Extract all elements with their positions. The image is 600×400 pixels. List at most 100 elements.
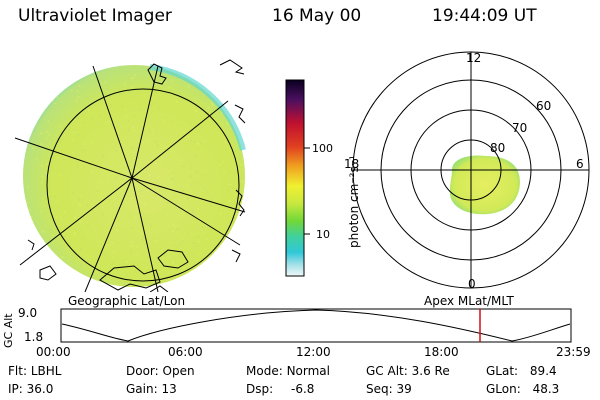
speckle-pixel [155,77,158,80]
speckle-pixel [228,185,231,188]
speckle-pixel [155,239,158,242]
time-label: 19:44:09 UT [432,6,537,26]
speckle-pixel [31,278,34,280]
glat-value: 89.4 [529,364,557,378]
speckle-pixel [173,226,176,228]
speckle-pixel [205,238,208,241]
speckle-pixel [228,183,231,186]
speckle-pixel [50,65,53,67]
speckle-pixel [60,217,63,219]
speckle-pixel [243,258,245,261]
speckle-pixel [194,110,197,112]
speckle-pixel [23,157,24,160]
gain-value: 13 [161,382,177,396]
speckle-pixel [28,209,31,211]
speckle-pixel [196,214,199,217]
door-label: Door: [126,364,159,378]
speckle-pixel [201,174,204,177]
speckle-pixel [146,266,149,269]
speckle-pixel [59,174,62,177]
lat-label-70: 70 [512,121,527,135]
speckle-pixel [132,151,135,154]
speckle-pixel [195,154,198,157]
speckle-pixel [34,68,37,71]
colorbar-ticks [304,147,310,235]
gcalt-value: 3.6 Re [411,364,450,378]
speckle-pixel [54,104,56,107]
speckle-pixel [247,234,249,236]
speckle-pixel [186,197,189,200]
speckle-pixel [199,221,202,224]
speckle-pixel [55,261,58,264]
speckle-pixel [129,228,132,231]
speckle-pixel [42,208,44,211]
speckle-pixel [121,79,124,82]
speckle-pixel [82,62,84,64]
speckle-pixel [167,86,170,89]
speckle-pixel [181,238,184,241]
speckle-pixel [41,230,44,233]
speckle-pixel [80,66,83,69]
speckle-pixel [210,204,212,207]
speckle-pixel [242,98,245,100]
speckle-pixel [75,228,78,231]
speckle-pixel [85,62,87,64]
speckle-pixel [193,274,196,277]
speckle-pixel [141,239,144,241]
speckle-pixel [207,106,210,109]
speckle-pixel [217,247,220,250]
speckle-pixel [23,235,24,238]
glon-label: GLon: [486,382,521,396]
speckle-pixel [102,79,105,82]
speckle-pixel [228,199,231,202]
speckle-pixel [170,181,173,183]
speckle-pixel [131,77,134,80]
speckle-pixel [248,277,250,279]
footer-flt: Flt: LBHL [8,364,61,378]
footer-gcalt: GC Alt: 3.6 Re [366,364,450,378]
speckle-pixel [175,100,178,103]
speckle-pixel [79,194,82,197]
speckle-pixel [115,150,118,153]
speckle-pixel [223,170,226,173]
speckle-pixel [45,137,48,140]
speckle-pixel [59,245,62,248]
speckle-pixel [47,133,50,136]
speckle-pixel [176,228,179,231]
speckle-pixel [135,204,138,206]
speckle-pixel [62,75,65,78]
speckle-pixel [80,248,82,251]
glat-label: GLat: [486,364,519,378]
speckle-pixel [25,136,28,139]
speckle-pixel [242,245,245,248]
speckle-pixel [39,110,42,113]
speckle-pixel [77,154,80,157]
speckle-pixel [138,108,141,111]
speckle-pixel [52,99,54,102]
speckle-pixel [72,131,75,134]
speckle-pixel [44,173,47,176]
speckle-pixel [141,123,144,126]
speckle-pixel [201,226,204,228]
speckle-pixel [224,141,227,144]
speckle-pixel [234,231,237,234]
speckle-pixel [44,65,46,68]
speckle-pixel [210,199,213,201]
speckle-pixel [74,232,77,235]
footer-glon: GLon: 48.3 [486,382,559,396]
speckle-pixel [137,157,140,160]
speckle-pixel [137,80,140,82]
speckle-pixel [189,175,192,178]
speckle-pixel [114,133,117,136]
speckle-pixel [167,170,170,173]
speckle-pixel [142,183,145,186]
speckle-pixel [96,68,98,71]
altitude-timeline [60,308,572,343]
speckle-pixel [247,212,249,214]
speckle-pixel [168,278,170,280]
speckle-pixel [129,250,132,253]
speckle-pixel [180,194,183,197]
speckle-pixel [140,285,143,287]
seq-label: Seq: [366,382,393,396]
speckle-pixel [180,159,183,162]
